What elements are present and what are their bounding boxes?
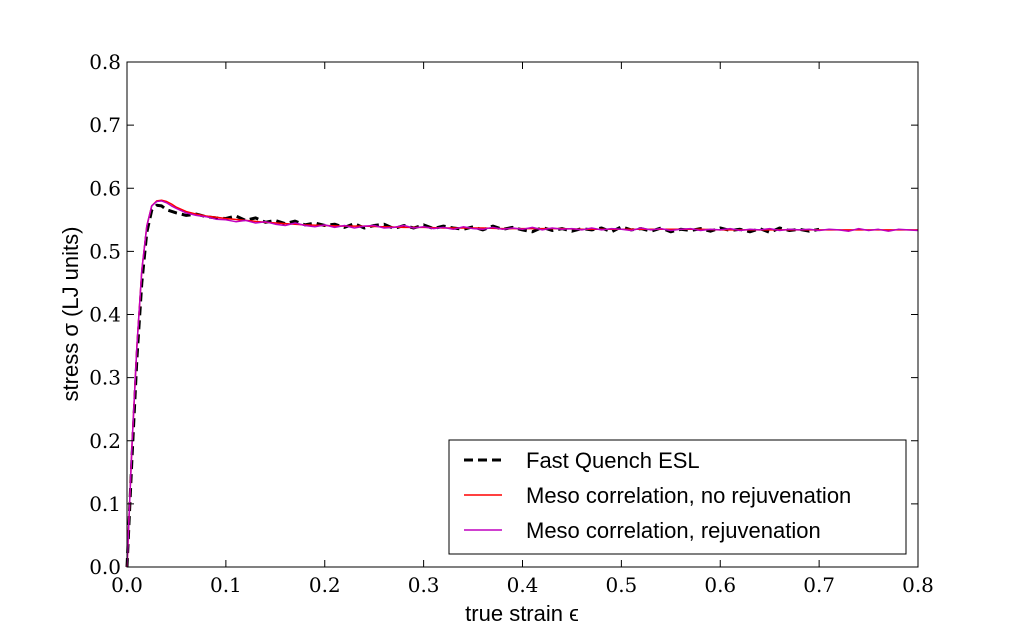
x-tick-label-3: 0.3: [408, 573, 440, 597]
y-tick-label-5: 0.5: [89, 239, 121, 263]
y-tick-label-4: 0.4: [89, 303, 121, 327]
y-tick-label-8: 0.8: [89, 50, 121, 74]
y-axis-label: stress σ (LJ units): [58, 227, 83, 402]
x-tick-label-4: 0.4: [507, 573, 539, 597]
x-tick-label-6: 0.6: [704, 573, 736, 597]
x-tick-label-8: 0.8: [902, 573, 934, 597]
x-axis-label: true strain ϵ: [465, 601, 579, 626]
axes-layer: 0.0 0.1 0.2 0.3 0.4 0.5 0.6 0.7 0.8 0.0 0.1 0.2 0.3 0…: [89, 50, 934, 597]
x-tick-label-5: 0.5: [605, 573, 637, 597]
y-tick-label-1: 0.1: [89, 492, 121, 516]
x-tick-label-7: 0.7: [803, 573, 835, 597]
y-tick-label-3: 0.3: [89, 366, 121, 390]
legend-label-2: Meso correlation, no rejuvenation: [526, 483, 851, 508]
x-tick-label-2: 0.2: [309, 573, 341, 597]
legend-label-1: Fast Quench ESL: [526, 448, 700, 473]
legend-label-3: Meso correlation, rejuvenation: [526, 518, 821, 543]
y-tick-label-6: 0.6: [89, 176, 121, 200]
x-tick-label-0: 0.0: [111, 573, 143, 597]
series-line-3: [126, 200, 919, 568]
series-layer: [125, 199, 919, 568]
y-tick-label-0: 0.0: [89, 555, 121, 579]
legend-box: [448, 439, 907, 555]
y-tick-label-2: 0.2: [89, 429, 121, 453]
y-tick-label-7: 0.7: [89, 113, 121, 137]
legend: Fast Quench ESL Meso correlation, no reju…: [448, 439, 907, 555]
x-tick-label-1: 0.1: [210, 573, 242, 597]
